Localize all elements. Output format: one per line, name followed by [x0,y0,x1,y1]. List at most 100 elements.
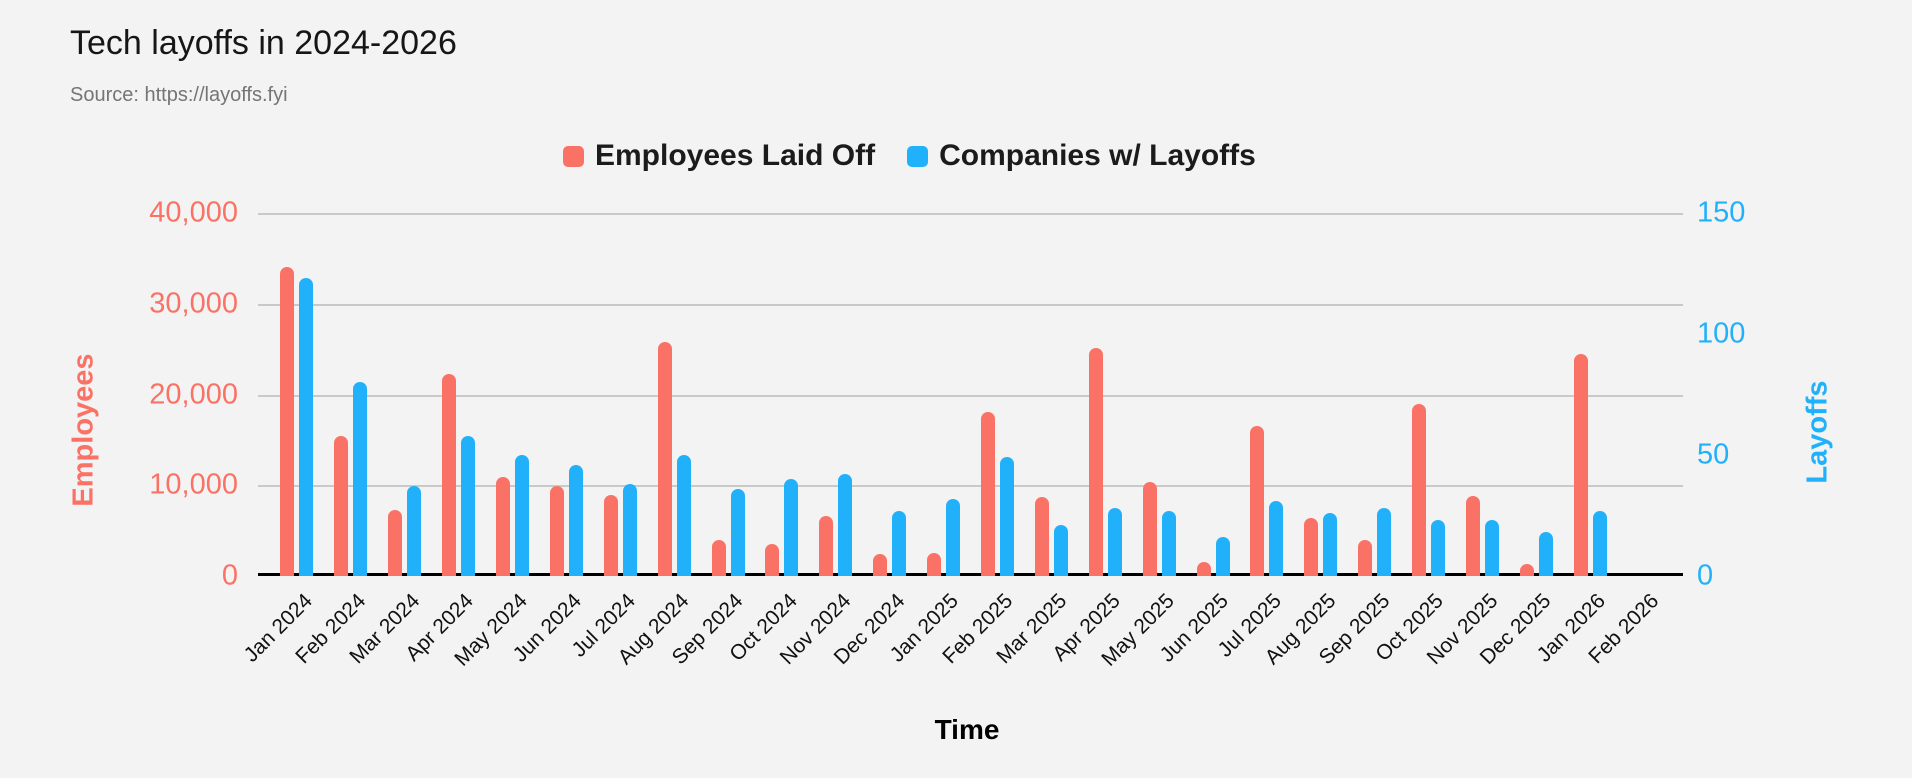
category-slot-jan-2026 [1563,213,1617,576]
bar-companies-aug-2024[interactable] [676,455,691,576]
bar-employees-oct-2025[interactable] [1412,403,1427,576]
bar-companies-sep-2025[interactable] [1377,508,1392,576]
bar-companies-may-2024[interactable] [515,455,529,576]
category-slot-oct-2024 [755,213,809,576]
bar-employees-nov-2024[interactable] [819,516,834,576]
x-axis-labels: Jan 2024 Feb 2024 Mar 2024 Apr 2024 May 2024… [239,582,1683,712]
category-slot-jul-2025 [1240,213,1294,576]
bar-employees-may-2024[interactable] [496,477,510,576]
bar-employees-may-2025[interactable] [1142,481,1157,576]
left-axis-ticks: 40,000 30,000 20,000 10,000 0 [0,198,244,590]
category-slot-feb-2025 [971,213,1025,576]
bar-employees-jan-2026[interactable] [1573,353,1588,576]
bar-companies-jun-2025[interactable] [1215,537,1230,576]
bar-employees-oct-2024[interactable] [765,544,780,576]
gridline [258,485,1683,488]
bar-companies-feb-2024[interactable] [353,382,368,576]
bar-companies-aug-2025[interactable] [1323,513,1338,576]
bars-region [270,213,1671,576]
bar-companies-apr-2025[interactable] [1107,508,1122,576]
bar-companies-nov-2025[interactable] [1485,520,1500,576]
x-axis-title: Time [934,714,1000,745]
category-slot-nov-2025 [1456,213,1510,576]
legend-swatch-employees-icon [563,145,584,167]
legend-swatch-companies-icon [907,145,929,167]
left-axis-tick-20-000: 20,000 [149,378,238,410]
bar-employees-sep-2025[interactable] [1358,539,1373,576]
bar-companies-oct-2025[interactable] [1431,520,1446,576]
bar-employees-mar-2024[interactable] [388,509,403,576]
bar-companies-nov-2024[interactable] [838,474,853,576]
category-slot-jul-2024 [593,213,647,576]
bar-employees-mar-2025[interactable] [1034,497,1049,576]
category-slot-sep-2025 [1348,213,1402,576]
plot-area [258,213,1683,576]
bar-companies-jan-2024[interactable] [299,278,314,576]
category-slot-mar-2025 [1024,213,1078,576]
gridline [258,303,1683,306]
left-axis-tick-10-000: 10,000 [149,468,238,501]
bar-companies-mar-2024[interactable] [407,486,422,576]
bar-employees-nov-2025[interactable] [1466,496,1481,576]
bar-companies-oct-2024[interactable] [784,479,799,576]
source-note: Source: https://layoffs.fyi [70,84,288,106]
category-slot-aug-2024 [647,213,701,576]
chart-title: Tech layoffs in 2024-2026 [70,24,457,62]
bar-employees-dec-2024[interactable] [873,554,888,576]
category-slot-jun-2025 [1186,213,1240,576]
category-slot-dec-2024 [863,213,917,576]
bar-companies-may-2025[interactable] [1161,510,1176,576]
right-axis-tick-50: 50 [1697,438,1730,471]
bar-companies-sep-2024[interactable] [730,488,745,576]
bar-companies-jan-2025[interactable] [946,498,961,576]
bar-employees-aug-2025[interactable] [1304,517,1319,576]
bar-employees-jul-2025[interactable] [1250,426,1265,576]
bar-companies-jun-2024[interactable] [568,464,583,576]
category-slot-oct-2025 [1402,213,1456,576]
bar-employees-jan-2025[interactable] [927,553,942,576]
category-slot-sep-2024 [701,213,755,576]
category-slot-apr-2024 [432,213,486,576]
bar-companies-jul-2025[interactable] [1269,500,1284,576]
bar-companies-mar-2025[interactable] [1053,525,1068,576]
category-slot-aug-2025 [1294,213,1348,576]
gridline [258,394,1683,397]
bar-companies-jan-2026[interactable] [1592,510,1607,576]
right-axis-ticks: 150 100 50 0 [1697,198,1912,590]
bar-employees-jun-2025[interactable] [1196,562,1211,576]
bar-employees-jun-2024[interactable] [549,486,564,576]
right-axis-tick-0: 0 [1697,559,1714,592]
category-slot-may-2025 [1132,213,1186,576]
category-slot-jan-2024 [270,213,324,576]
gridline [258,213,1683,215]
bar-companies-feb-2025[interactable] [1000,457,1015,576]
bar-companies-apr-2024[interactable] [461,435,476,576]
bar-employees-apr-2024[interactable] [442,373,457,576]
bar-employees-sep-2024[interactable] [711,539,726,576]
bar-companies-jul-2024[interactable] [622,484,637,576]
bar-employees-feb-2024[interactable] [334,436,349,576]
legend-label-employees: Employees Laid Off [595,139,876,172]
category-slot-may-2024 [486,213,540,576]
category-slot-feb-2026 [1617,213,1671,576]
category-slot-jun-2024 [539,213,593,576]
legend: Employees Laid Off Companies w/ Layoffs [563,141,1256,171]
left-axis-tick-30-000: 30,000 [149,287,238,320]
bar-employees-feb-2025[interactable] [981,411,996,576]
bar-employees-apr-2025[interactable] [1088,348,1103,576]
bar-employees-dec-2025[interactable] [1519,564,1534,576]
bar-employees-jul-2024[interactable] [603,495,618,576]
category-slot-mar-2024 [378,213,432,576]
legend-label-companies: Companies w/ Layoffs [939,139,1256,172]
legend-item-companies[interactable]: Companies w/ Layoffs [907,141,1256,171]
right-axis-tick-100: 100 [1697,317,1746,350]
bar-companies-dec-2024[interactable] [892,510,907,576]
category-slot-dec-2025 [1509,213,1563,576]
bar-employees-jan-2024[interactable] [280,267,295,576]
bar-companies-dec-2025[interactable] [1538,532,1553,576]
bar-employees-aug-2024[interactable] [657,341,672,576]
category-slot-apr-2025 [1078,213,1132,576]
category-slot-jan-2025 [917,213,971,576]
legend-item-employees[interactable]: Employees Laid Off [563,141,875,171]
